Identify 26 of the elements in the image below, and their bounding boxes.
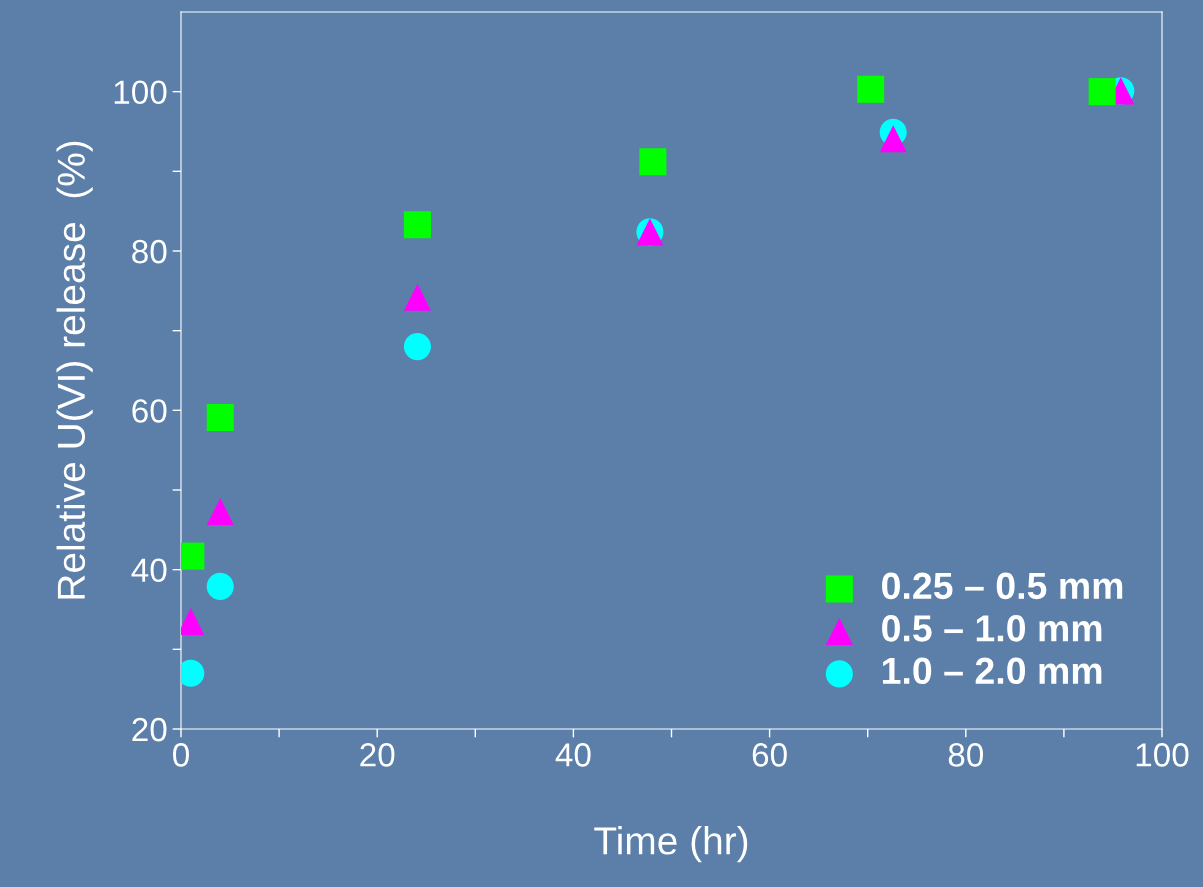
x-tick-label: 100 bbox=[1136, 743, 1189, 767]
point bbox=[403, 211, 431, 239]
x-tick-label: 20 bbox=[360, 743, 395, 767]
y-tick-label: 20 bbox=[132, 717, 167, 742]
legend-label: 0.5 – 1.0 mm bbox=[882, 615, 1102, 642]
point bbox=[639, 148, 667, 176]
x-tick-label: 80 bbox=[948, 743, 984, 767]
y-tick-label: 100 bbox=[114, 80, 167, 105]
x-tick-label: 60 bbox=[752, 743, 787, 767]
y-axis-title: Relative U(VI) release (%) bbox=[56, 141, 93, 599]
legend-label: 1.0 – 2.0 mm bbox=[882, 657, 1102, 685]
legend-label: 0.25 – 0.5 mm bbox=[882, 572, 1123, 600]
point bbox=[206, 403, 234, 432]
y-tick-label: 40 bbox=[131, 558, 167, 583]
point bbox=[206, 572, 234, 600]
x-tick-label: 0 bbox=[173, 743, 189, 767]
point bbox=[206, 497, 234, 526]
point bbox=[1088, 78, 1116, 106]
point bbox=[857, 75, 885, 103]
point bbox=[403, 333, 431, 361]
point bbox=[879, 125, 907, 153]
point bbox=[403, 283, 431, 311]
y-tick-label: 80 bbox=[132, 239, 167, 264]
x-tick-label: 40 bbox=[555, 743, 591, 767]
x-axis-title: Time (hr) bbox=[594, 826, 748, 863]
y-tick-label: 60 bbox=[132, 399, 167, 423]
